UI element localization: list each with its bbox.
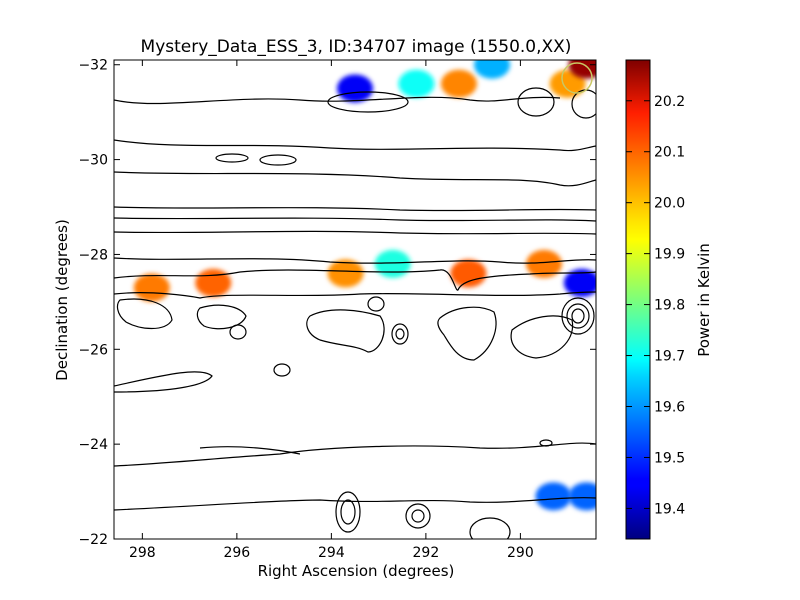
colorbar-tick-label: 19.4 — [654, 501, 685, 517]
contour-line — [571, 308, 585, 324]
x-tick-label: 298 — [129, 545, 156, 561]
x-tick-label: 296 — [223, 545, 250, 561]
contour-line — [114, 171, 596, 187]
y-axis: −22 −24 −26 −28 −30 −32 — [78, 58, 596, 548]
contour-line — [367, 296, 385, 312]
x-axis: 298 296 294 292 290 — [129, 60, 534, 561]
contour-line — [340, 499, 356, 525]
x-tick-label: 290 — [507, 545, 534, 561]
heatmap-spot — [440, 69, 477, 98]
colorbar: 19.4 19.5 19.6 19.7 19.8 19.9 20.0 20.1 20.2 Pow… — [625, 59, 713, 540]
contour-line — [469, 517, 511, 539]
x-axis-label: Right Ascension (degrees) — [258, 562, 455, 580]
contour-lines — [114, 87, 596, 539]
contour-line — [395, 328, 405, 340]
heatmap-spot — [563, 268, 596, 297]
contour-line — [114, 371, 213, 393]
y-tick-label: −30 — [78, 153, 108, 169]
heatmap-spot — [450, 259, 487, 288]
contour-line — [114, 230, 596, 235]
contour-line — [116, 298, 173, 330]
heatmap-spot — [337, 74, 373, 103]
x-tick-label: 292 — [413, 545, 440, 561]
contour-line — [114, 139, 596, 152]
heatmap-spot — [568, 60, 596, 79]
contour-line — [411, 509, 425, 523]
x-tick-label: 294 — [318, 545, 345, 561]
y-tick-label: −32 — [78, 58, 108, 74]
contour-line — [114, 291, 596, 299]
contour-line — [229, 324, 247, 340]
colorbar-tick-label: 19.5 — [654, 450, 685, 466]
contour-line — [114, 257, 596, 264]
heatmap-plot: 298 296 294 292 290 −22 −24 −26 −28 −30 −32 — [78, 58, 597, 561]
y-tick-label: −22 — [78, 532, 108, 548]
heatmap-spot — [568, 482, 596, 511]
contour-line — [391, 323, 409, 345]
heatmap-spot — [526, 249, 563, 278]
heatmap-spot — [535, 482, 572, 511]
contour-line — [306, 309, 385, 353]
contour-line — [405, 503, 431, 529]
contour-line — [114, 206, 596, 212]
contour-line — [561, 297, 595, 335]
heatmap-spot — [398, 69, 435, 98]
contour-line — [327, 91, 409, 113]
colorbar-tick-label: 19.8 — [654, 298, 685, 314]
colorbar-tick-label: 20.1 — [654, 145, 685, 161]
colorbar-label: Power in Kelvin — [695, 243, 713, 357]
contour-line — [196, 304, 247, 330]
colorbar-tick-label: 20.2 — [654, 94, 685, 110]
contour-line — [114, 442, 596, 467]
y-tick-label: −24 — [78, 437, 108, 453]
y-tick-label: −28 — [78, 247, 108, 263]
contour-line — [517, 87, 555, 117]
contour-line — [114, 96, 561, 105]
contour-line — [114, 217, 596, 222]
contour-line — [114, 269, 596, 291]
y-tick-label: −26 — [78, 342, 108, 358]
plot-frame — [113, 59, 597, 540]
heatmap-spot — [195, 268, 232, 297]
contour-line — [273, 363, 291, 377]
colorbar-tick-label: 20.0 — [654, 196, 685, 212]
chart-title: Mystery_Data_ESS_3, ID:34707 image (1550… — [141, 37, 572, 57]
y-axis-label: Declination (degrees) — [53, 219, 71, 381]
beam-circle-marker — [561, 62, 593, 94]
heatmap-spot — [374, 249, 411, 278]
colorbar-bar — [625, 59, 651, 540]
contour-line — [539, 439, 553, 447]
contour-line — [437, 306, 497, 361]
contour-line — [259, 154, 297, 166]
contour-line — [566, 303, 590, 329]
heatmap-spot — [133, 273, 170, 302]
contour-line — [215, 153, 249, 163]
contour-line — [335, 491, 361, 533]
heatmap-spot — [474, 60, 511, 79]
contour-line — [510, 315, 574, 359]
heatmap-field — [133, 60, 596, 511]
colorbar-tick-label: 19.6 — [654, 400, 685, 416]
contour-line — [114, 497, 596, 511]
contour-line — [199, 446, 301, 455]
colorbar-tick-label: 19.7 — [654, 349, 685, 365]
colorbar-tick-label: 19.9 — [654, 247, 685, 263]
colorbar-ticks: 19.4 19.5 19.6 19.7 19.8 19.9 20.0 20.1 20.2 — [626, 94, 685, 517]
heatmap-spot — [327, 259, 364, 288]
heatmap-spot — [549, 69, 586, 98]
